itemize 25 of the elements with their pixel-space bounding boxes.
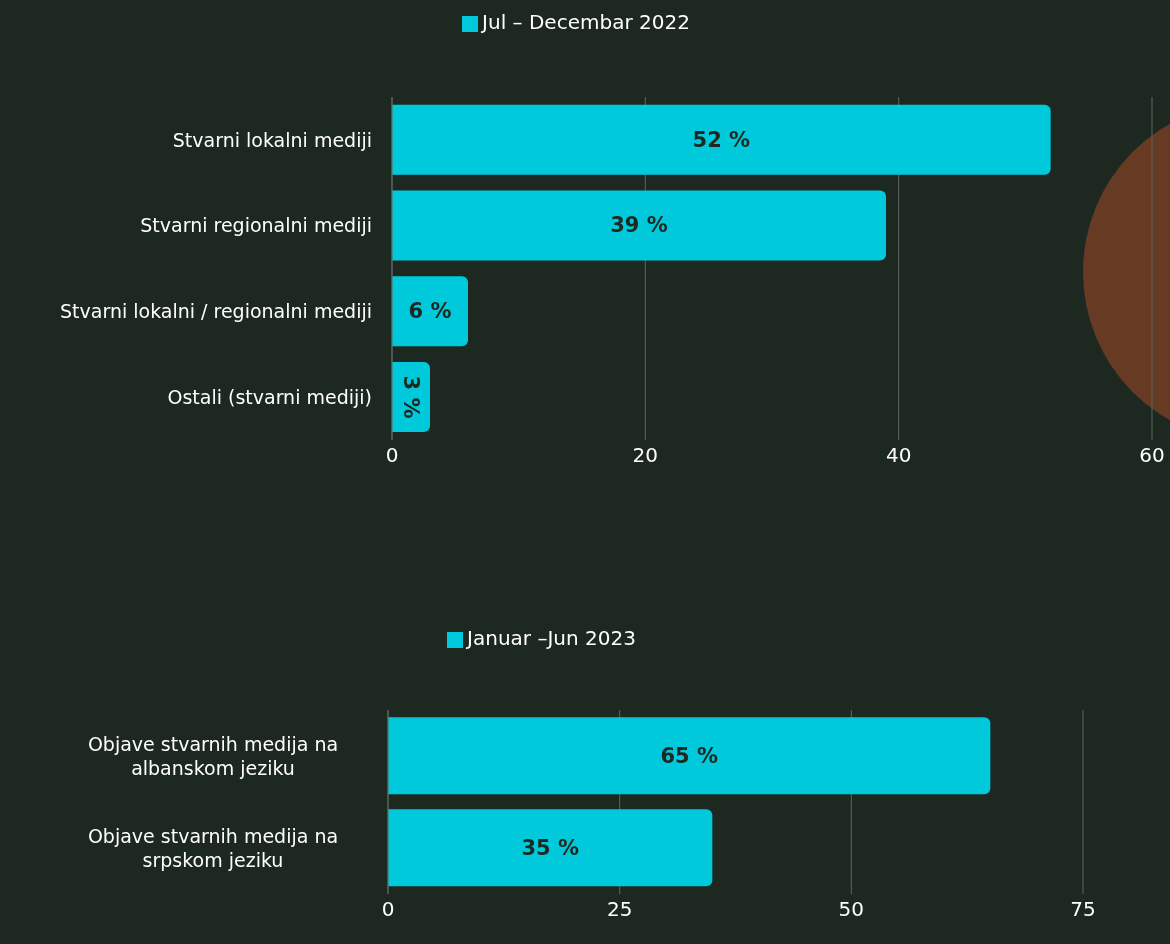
x-tick-label: 20 [632,443,659,468]
x-tick-label: 60 [1139,443,1165,468]
data-label: 52 % [692,127,751,152]
legend-label: Januar –Jun 2023 [467,626,636,650]
y-tick-label: Stvarni lokalni / regionalni mediji [60,300,372,323]
y-tick-label: Objave stvarnih medija na srpskom jeziku [87,824,339,871]
y-tick-label: Objave stvarnih medija na albanskom jeziku [87,732,339,779]
data-label: 35 % [521,835,579,860]
legend-label: Jul – Decembar 2022 [482,10,690,34]
x-tick-label: 50 [838,897,865,922]
x-tick-label: 0 [385,443,399,468]
x-tick-label: 25 [606,897,633,922]
data-label: 39 % [610,213,668,238]
bar [392,190,886,261]
y-tick-label: Stvarni regionalni mediji [140,214,372,237]
bar [392,104,1051,175]
x-tick-label: 75 [1070,897,1096,922]
y-tick-label: Stvarni lokalni mediji [172,128,372,151]
data-label: 3 % [399,375,423,419]
x-tick-label: 40 [885,443,912,468]
data-label: 65 % [660,743,718,768]
y-tick-label: Ostali (stvarni mediji) [167,385,372,408]
x-tick-label: 0 [381,897,395,922]
data-label: 6 % [408,299,452,324]
bar [392,276,468,347]
